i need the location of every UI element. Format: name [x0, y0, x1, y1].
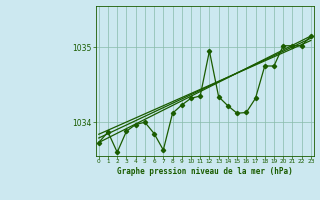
- X-axis label: Graphe pression niveau de la mer (hPa): Graphe pression niveau de la mer (hPa): [117, 167, 293, 176]
